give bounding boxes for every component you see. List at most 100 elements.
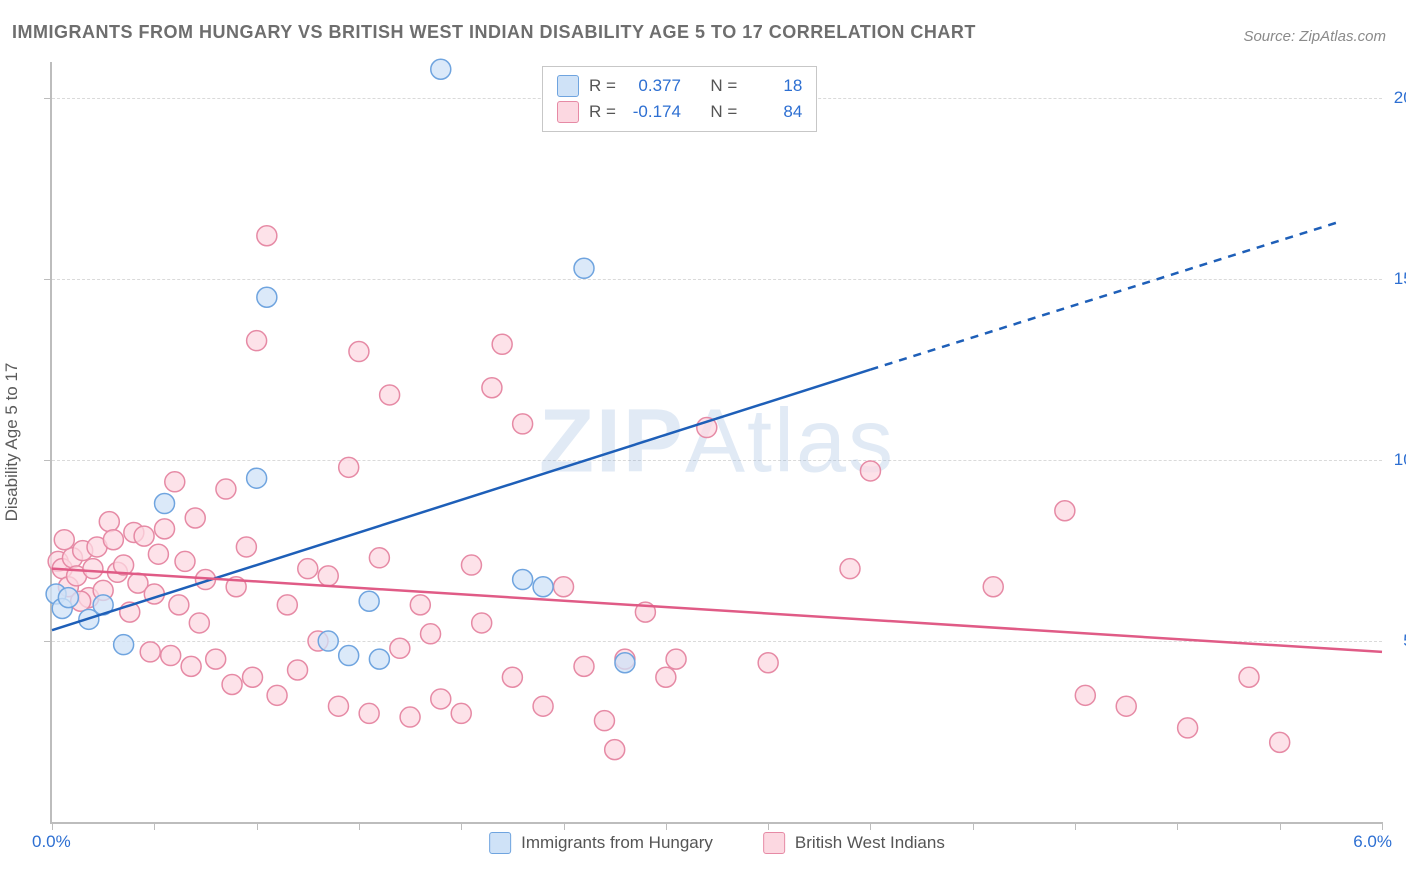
scatter-point <box>161 646 181 666</box>
y-tick-label: 5.0% <box>1387 631 1406 651</box>
scatter-point <box>983 577 1003 597</box>
trend-line-ext <box>870 221 1341 369</box>
scatter-point <box>594 711 614 731</box>
scatter-point <box>390 638 410 658</box>
scatter-point <box>134 526 154 546</box>
scatter-point <box>605 740 625 760</box>
scatter-point <box>666 649 686 669</box>
legend-swatch-hungary <box>557 75 579 97</box>
trend-line <box>52 370 870 631</box>
scatter-point <box>318 631 338 651</box>
x-tick <box>973 822 974 830</box>
x-tick <box>154 822 155 830</box>
scatter-point <box>533 577 553 597</box>
scatter-point <box>103 530 123 550</box>
scatter-point <box>431 59 451 79</box>
legend-N-label: N = <box>710 76 737 96</box>
scatter-point <box>359 703 379 723</box>
scatter-point <box>615 653 635 673</box>
x-tick <box>1177 822 1178 830</box>
scatter-point <box>369 649 389 669</box>
legend-stats-row-2: R = -0.174 N = 84 <box>557 99 802 125</box>
scatter-point <box>1116 696 1136 716</box>
legend-swatch-bwi <box>557 101 579 123</box>
scatter-point <box>1055 501 1075 521</box>
y-tick <box>44 641 52 642</box>
scatter-point <box>574 258 594 278</box>
scatter-point <box>169 595 189 615</box>
scatter-point <box>257 226 277 246</box>
x-axis-end-label: 6.0% <box>1353 832 1392 852</box>
x-tick <box>359 822 360 830</box>
scatter-point <box>298 559 318 579</box>
scatter-point <box>410 595 430 615</box>
x-tick <box>257 822 258 830</box>
scatter-point <box>554 577 574 597</box>
scatter-point <box>185 508 205 528</box>
scatter-point <box>328 696 348 716</box>
scatter-point <box>758 653 778 673</box>
scatter-point <box>840 559 860 579</box>
scatter-point <box>58 588 78 608</box>
y-tick <box>44 279 52 280</box>
y-tick-label: 20.0% <box>1387 88 1406 108</box>
legend-item-hungary: Immigrants from Hungary <box>489 832 713 854</box>
source-label: Source: ZipAtlas.com <box>1243 28 1386 45</box>
x-axis-start-label: 0.0% <box>32 832 71 852</box>
scatter-point <box>359 591 379 611</box>
scatter-point <box>421 624 441 644</box>
scatter-point <box>1178 718 1198 738</box>
scatter-point <box>83 559 103 579</box>
legend-R-label: R = <box>589 102 616 122</box>
scatter-point <box>236 537 256 557</box>
y-tick-label: 15.0% <box>1387 269 1406 289</box>
scatter-point <box>257 287 277 307</box>
scatter-point <box>175 551 195 571</box>
scatter-point <box>513 570 533 590</box>
legend-R-label: R = <box>589 76 616 96</box>
scatter-point <box>533 696 553 716</box>
scatter-point <box>574 656 594 676</box>
scatter-point <box>1239 667 1259 687</box>
scatter-point <box>431 689 451 709</box>
scatter-point <box>222 674 242 694</box>
scatter-point <box>492 334 512 354</box>
y-tick <box>44 460 52 461</box>
scatter-point <box>461 555 481 575</box>
legend-swatch-bwi-icon <box>763 832 785 854</box>
y-tick-label: 10.0% <box>1387 450 1406 470</box>
trend-line <box>52 569 1382 652</box>
scatter-point <box>451 703 471 723</box>
x-tick <box>870 822 871 830</box>
scatter-point <box>1270 732 1290 752</box>
scatter-point <box>155 519 175 539</box>
x-tick <box>564 822 565 830</box>
scatter-point <box>380 385 400 405</box>
x-tick <box>666 822 667 830</box>
scatter-point <box>148 544 168 564</box>
legend-label-hungary: Immigrants from Hungary <box>521 833 713 853</box>
scatter-point <box>247 331 267 351</box>
scatter-point <box>247 468 267 488</box>
legend-N-value-1: 18 <box>747 76 802 96</box>
legend-R-value-2: -0.174 <box>626 102 681 122</box>
scatter-point <box>513 414 533 434</box>
x-tick <box>52 822 53 830</box>
scatter-point <box>1075 685 1095 705</box>
scatter-point <box>400 707 420 727</box>
scatter-point <box>349 342 369 362</box>
y-axis-title: Disability Age 5 to 17 <box>2 363 22 522</box>
legend-stats-row-1: R = 0.377 N = 18 <box>557 73 802 99</box>
scatter-point <box>140 642 160 662</box>
legend-stats: R = 0.377 N = 18 R = -0.174 N = 84 <box>542 66 817 132</box>
scatter-point <box>318 566 338 586</box>
legend-label-bwi: British West Indians <box>795 833 945 853</box>
scatter-point <box>482 378 502 398</box>
scatter-point <box>472 613 492 633</box>
scatter-point <box>114 635 134 655</box>
scatter-point <box>860 461 880 481</box>
legend-N-label: N = <box>710 102 737 122</box>
plot-area: Disability Age 5 to 17 5.0%10.0%15.0%20.… <box>50 62 1382 824</box>
scatter-svg <box>52 62 1382 822</box>
scatter-point <box>502 667 522 687</box>
